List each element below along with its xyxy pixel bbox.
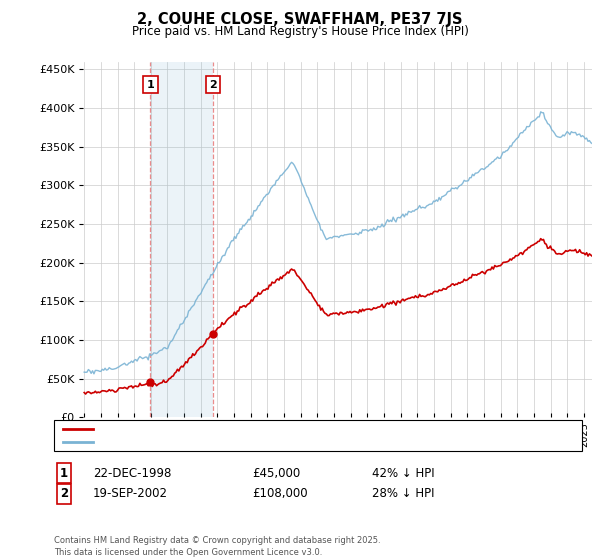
Text: £45,000: £45,000: [252, 466, 300, 480]
Text: 1: 1: [60, 466, 68, 480]
Text: Price paid vs. HM Land Registry's House Price Index (HPI): Price paid vs. HM Land Registry's House …: [131, 25, 469, 38]
Text: Contains HM Land Registry data © Crown copyright and database right 2025.
This d: Contains HM Land Registry data © Crown c…: [54, 536, 380, 557]
Text: 42% ↓ HPI: 42% ↓ HPI: [372, 466, 434, 480]
Text: HPI: Average price, detached house, Breckland: HPI: Average price, detached house, Brec…: [99, 437, 344, 447]
Text: 22-DEC-1998: 22-DEC-1998: [93, 466, 172, 480]
Text: 2, COUHE CLOSE, SWAFFHAM, PE37 7JS (detached house): 2, COUHE CLOSE, SWAFFHAM, PE37 7JS (deta…: [99, 423, 400, 433]
Text: £108,000: £108,000: [252, 487, 308, 501]
Text: 2: 2: [209, 80, 217, 90]
Text: 2, COUHE CLOSE, SWAFFHAM, PE37 7JS: 2, COUHE CLOSE, SWAFFHAM, PE37 7JS: [137, 12, 463, 27]
Bar: [151, 62, 213, 417]
Text: 19-SEP-2002: 19-SEP-2002: [93, 487, 168, 501]
Text: 1: 1: [146, 80, 154, 90]
Text: 2: 2: [60, 487, 68, 501]
Text: 28% ↓ HPI: 28% ↓ HPI: [372, 487, 434, 501]
